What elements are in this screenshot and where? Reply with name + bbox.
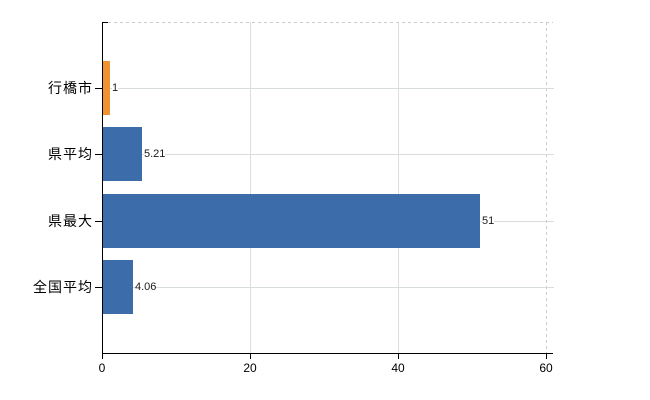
category-label: 県最大 <box>48 213 93 229</box>
x-tick-label: 20 <box>243 361 257 375</box>
bar-value-label: 51 <box>482 214 495 228</box>
bar-value-label: 5.21 <box>144 147 166 161</box>
bar-value-label: 4.06 <box>135 280 157 294</box>
category-line <box>102 154 554 155</box>
x-tick-label: 60 <box>539 361 553 375</box>
bar-value-label: 1 <box>112 81 119 95</box>
plot-border-top <box>102 22 553 23</box>
bar <box>103 260 133 314</box>
bar <box>103 194 480 248</box>
x-tick <box>398 353 399 359</box>
x-tick-label: 0 <box>98 361 106 375</box>
plot-border-right <box>546 22 547 353</box>
x-tick <box>546 353 547 359</box>
x-tick-label: 40 <box>391 361 405 375</box>
category-tick <box>95 287 102 288</box>
category-tick <box>95 154 102 155</box>
category-tick <box>95 221 102 222</box>
bar <box>103 127 142 181</box>
x-axis <box>102 353 553 354</box>
x-gridline <box>250 22 251 353</box>
x-tick <box>250 353 251 359</box>
x-gridline <box>398 22 399 353</box>
y-axis <box>102 22 103 353</box>
category-line <box>102 287 554 288</box>
category-label: 県平均 <box>48 146 93 162</box>
category-tick <box>95 88 102 89</box>
category-label: 行橋市 <box>48 80 93 96</box>
bar <box>103 61 110 115</box>
x-tick <box>102 353 103 359</box>
category-label: 全国平均 <box>33 279 93 295</box>
y-axis-top-cap <box>102 22 108 23</box>
category-line <box>102 88 554 89</box>
